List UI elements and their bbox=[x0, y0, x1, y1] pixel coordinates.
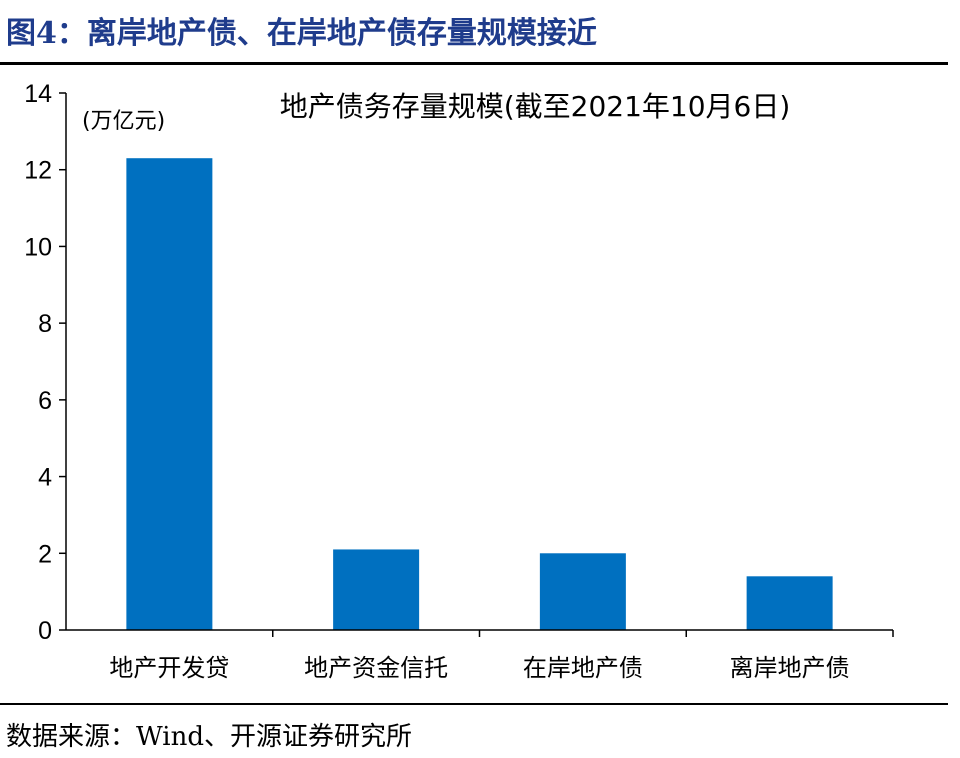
y-tick-label: 0 bbox=[38, 617, 52, 645]
y-tick-label: 12 bbox=[24, 157, 52, 185]
x-category-label: 离岸地产债 bbox=[730, 654, 850, 682]
y-axis-ticks: 0 2 4 6 8 10 12 14 bbox=[24, 80, 66, 645]
top-rule bbox=[0, 62, 948, 65]
x-axis-labels: 地产开发贷 地产资金信托 在岸地产债 离岸地产债 bbox=[109, 630, 894, 682]
bar bbox=[126, 158, 213, 630]
source-note: 数据来源：Wind、开源证券研究所 bbox=[6, 722, 412, 752]
figure-title: 图4：离岸地产债、在岸地产债存量规模接近 bbox=[6, 16, 597, 51]
bar bbox=[539, 553, 626, 630]
y-tick-label: 10 bbox=[24, 233, 52, 261]
unit-label: (万亿元) bbox=[82, 109, 165, 134]
y-tick-label: 2 bbox=[38, 540, 52, 568]
bottom-rule bbox=[0, 703, 948, 705]
bar bbox=[333, 549, 420, 630]
y-tick-label: 8 bbox=[38, 310, 52, 338]
y-tick-label: 14 bbox=[24, 80, 52, 108]
bars bbox=[126, 158, 833, 630]
bar bbox=[746, 576, 833, 630]
bar-chart: 地产债务存量规模(截至2021年10月6日) (万亿元) 0 2 4 6 8 10 12 14… bbox=[24, 80, 894, 682]
x-category-label: 在岸地产债 bbox=[523, 654, 643, 682]
y-tick-label: 6 bbox=[38, 387, 52, 415]
chart-title: 地产债务存量规模(截至2021年10月6日) bbox=[280, 90, 791, 123]
x-category-label: 地产开发贷 bbox=[109, 654, 229, 682]
y-tick-label: 4 bbox=[38, 464, 52, 492]
x-category-label: 地产资金信托 bbox=[304, 654, 448, 682]
